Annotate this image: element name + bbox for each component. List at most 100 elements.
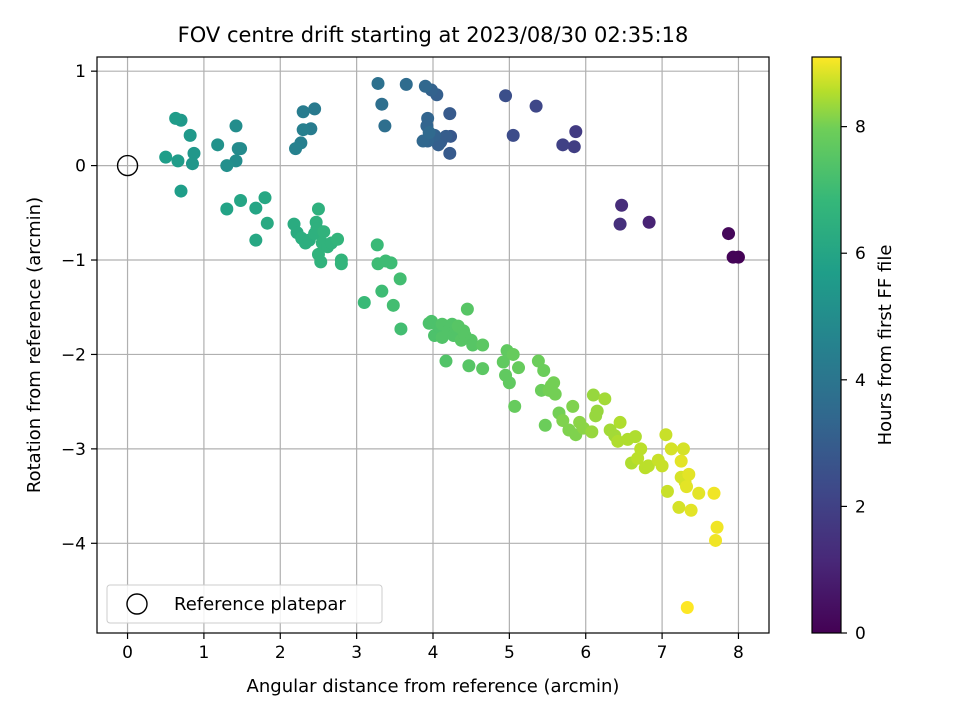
scatter-point — [556, 414, 570, 428]
scatter-point — [508, 399, 522, 413]
colorbar-tick-label: 8 — [855, 118, 866, 138]
scatter-point — [422, 126, 436, 140]
scatter-point — [229, 119, 243, 133]
scatter-point — [529, 99, 543, 113]
scatter-point — [185, 157, 199, 171]
y-tick-label: −4 — [61, 534, 86, 554]
legend-marker — [126, 593, 148, 615]
scatter-point — [394, 322, 408, 336]
scatter-point — [258, 191, 272, 205]
scatter-point — [296, 105, 310, 119]
scatter-point — [709, 533, 723, 547]
x-tick-label: 2 — [275, 643, 286, 663]
chart-title: FOV centre drift starting at 2023/08/30 … — [178, 23, 689, 47]
scatter-point — [586, 388, 600, 402]
scatter-point — [502, 376, 516, 390]
scatter-point — [174, 184, 188, 198]
y-axis-label: Rotation from reference (arcmin) — [24, 197, 45, 493]
scatter-point — [512, 361, 526, 375]
scatter-point — [680, 601, 694, 615]
scatter-point — [418, 79, 432, 93]
scatter-point — [462, 359, 476, 373]
scatter-point — [569, 125, 583, 139]
scatter-point — [598, 392, 612, 406]
scatter-point — [234, 194, 248, 208]
scatter-point — [211, 138, 225, 152]
y-tick-label: −2 — [61, 345, 86, 365]
scatter-point — [393, 272, 407, 286]
scatter-point — [317, 225, 331, 239]
scatter-point — [710, 520, 724, 534]
scatter-point — [659, 428, 673, 442]
scatter-point — [538, 418, 552, 432]
scatter-point — [613, 217, 627, 231]
scatter-point — [249, 233, 263, 247]
scatter-point — [628, 430, 642, 444]
scatter-point — [220, 159, 234, 173]
scatter-point — [466, 338, 480, 352]
colorbar: 0 2 4 6 8 Hours from first FF file — [811, 56, 896, 644]
scatter-point — [187, 146, 201, 160]
colorbar-gradient — [811, 56, 842, 634]
scatter-point — [634, 442, 648, 456]
scatter-point — [566, 399, 580, 413]
scatter-point — [642, 215, 656, 229]
scatter-point — [331, 232, 345, 246]
reference-marker — [116, 154, 139, 177]
scatter-point — [676, 442, 690, 456]
scatter-point — [443, 107, 457, 121]
scatter-point — [567, 140, 581, 154]
scatter-point — [613, 415, 627, 429]
scatter-point — [680, 480, 694, 494]
scatter-point — [672, 500, 686, 514]
scatter-point — [660, 484, 674, 498]
y-tick-label: −1 — [61, 251, 86, 271]
scatter-point — [722, 227, 736, 241]
colorbar-label: Hours from first FF file — [875, 245, 896, 446]
scatter-point — [386, 298, 400, 312]
scatter-point — [726, 250, 740, 264]
colorbar-tick-label: 4 — [855, 371, 866, 391]
scatter-point — [183, 128, 197, 142]
scatter-point — [506, 347, 520, 361]
scatter-point — [220, 202, 234, 216]
colorbar-ticks: 0 2 4 6 8 — [841, 118, 866, 644]
scatter-point — [537, 363, 551, 377]
scatter-point — [289, 142, 303, 156]
scatter-point — [334, 257, 348, 271]
x-tick-label: 6 — [580, 643, 591, 663]
scatter-point — [496, 355, 510, 369]
scatter-point — [664, 442, 678, 456]
scatter-point — [476, 362, 490, 376]
legend-entry-reference: Reference platepar — [174, 594, 346, 615]
scatter-point — [590, 404, 604, 418]
scatter-point — [231, 142, 245, 156]
scatter-point — [611, 434, 625, 448]
scatter-point — [371, 76, 385, 90]
scatter-point — [384, 256, 398, 270]
legend: Reference platepar — [106, 584, 383, 624]
legend-box — [106, 584, 383, 624]
scatter-point — [296, 123, 310, 137]
scatter-point — [655, 459, 669, 473]
y-axis-ticks: −4 −3 −2 −1 0 1 — [61, 62, 97, 554]
scatter-point — [314, 255, 328, 269]
x-tick-label: 1 — [198, 643, 209, 663]
x-tick-label: 4 — [428, 643, 439, 663]
x-tick-label: 8 — [733, 643, 744, 663]
scatter-point — [548, 387, 562, 401]
scatter-point — [370, 238, 384, 252]
y-tick-label: 0 — [75, 157, 86, 177]
scatter-point — [692, 486, 706, 500]
scatter-point — [682, 467, 696, 481]
scatter-point — [684, 503, 698, 517]
x-tick-label: 5 — [504, 643, 515, 663]
x-tick-label: 7 — [657, 643, 668, 663]
scatter-point — [169, 111, 183, 125]
colorbar-tick-label: 0 — [855, 624, 866, 644]
scatter-point — [531, 354, 545, 368]
scatter-point — [249, 201, 263, 215]
scatter-point — [399, 77, 413, 91]
x-tick-label: 3 — [351, 643, 362, 663]
